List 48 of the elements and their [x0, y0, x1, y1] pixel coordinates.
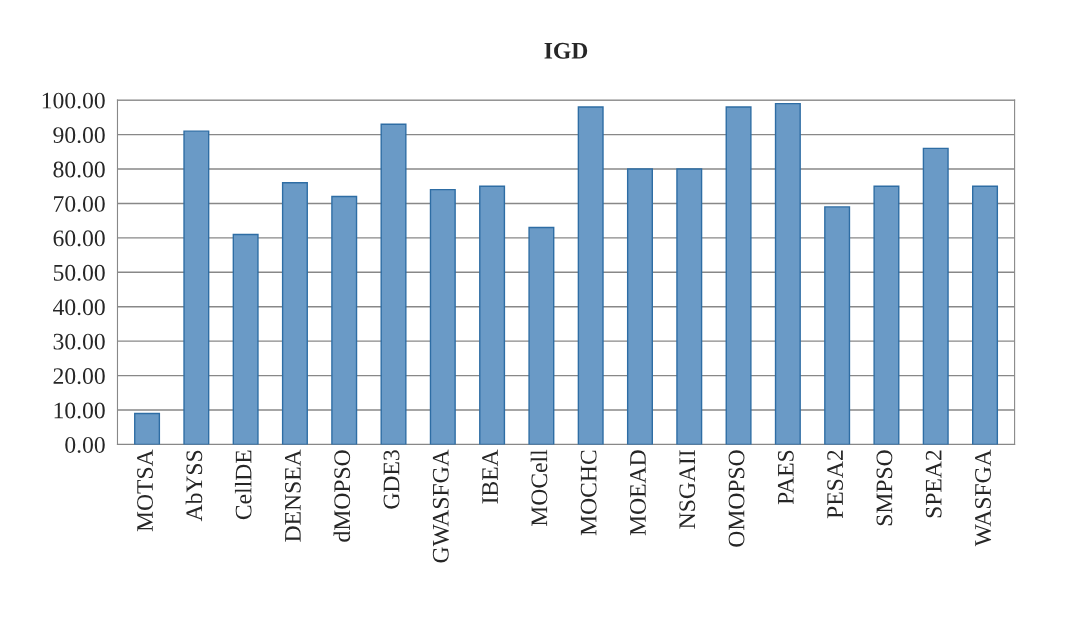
- y-tick-label: 100.00: [42, 92, 105, 109]
- x-tick-label: OMOPSO: [728, 450, 745, 547]
- y-tick-label: 0.00: [65, 436, 105, 453]
- x-tick-label: GDE3: [383, 450, 400, 509]
- bar: [429, 188, 456, 445]
- bar: [528, 226, 555, 445]
- x-tick-label: NSGAII: [679, 450, 696, 529]
- x-tick-label: SPEA2: [925, 450, 942, 518]
- bar: [972, 185, 999, 445]
- y-tick-label: 90.00: [53, 127, 105, 144]
- x-tick-label: MOEAD: [630, 450, 646, 536]
- bar: [824, 206, 851, 445]
- bar: [725, 106, 752, 445]
- x-tick-label: MOTSA: [137, 449, 153, 532]
- bar: [281, 182, 308, 445]
- bar: [331, 195, 358, 445]
- bar: [922, 147, 949, 445]
- bar: [380, 123, 407, 445]
- x-tick-label: IBEA: [482, 449, 498, 504]
- x-tick-label: AbYSS: [185, 450, 203, 522]
- x-tick-label: dMOPSO: [333, 450, 351, 542]
- y-tick-label: 50.00: [53, 264, 105, 281]
- chart-title: IGD: [544, 42, 588, 59]
- x-tick-label: SMPSO: [876, 450, 893, 526]
- x-tick-label: PESA2: [827, 450, 844, 519]
- bar: [626, 168, 653, 445]
- y-tick-label: 40.00: [53, 299, 105, 316]
- bar: [577, 106, 604, 445]
- x-tick-label: PAES: [777, 450, 794, 505]
- y-tick-label: 80.00: [53, 161, 105, 178]
- bar: [676, 168, 703, 445]
- bar: [873, 185, 900, 445]
- y-tick-label: 30.00: [53, 333, 105, 350]
- bar: [479, 185, 506, 445]
- bar: [134, 412, 161, 445]
- y-tick-label: 10.00: [54, 402, 105, 419]
- bar: [232, 233, 259, 445]
- bar: [183, 130, 210, 445]
- x-tick-label: MOCHC: [580, 450, 597, 536]
- x-tick-label: MOCell: [530, 449, 548, 527]
- x-tick-label: GWASFGA: [432, 449, 449, 563]
- y-tick-label: 70.00: [54, 195, 105, 212]
- y-tick-label: 20.00: [53, 368, 105, 385]
- y-tick-label: 60.00: [53, 230, 105, 247]
- bar: [774, 102, 801, 445]
- x-tick-label: WASFGA: [975, 449, 992, 547]
- x-tick-label: CellDE: [234, 450, 252, 520]
- x-tick-label: DENSEA: [284, 449, 301, 542]
